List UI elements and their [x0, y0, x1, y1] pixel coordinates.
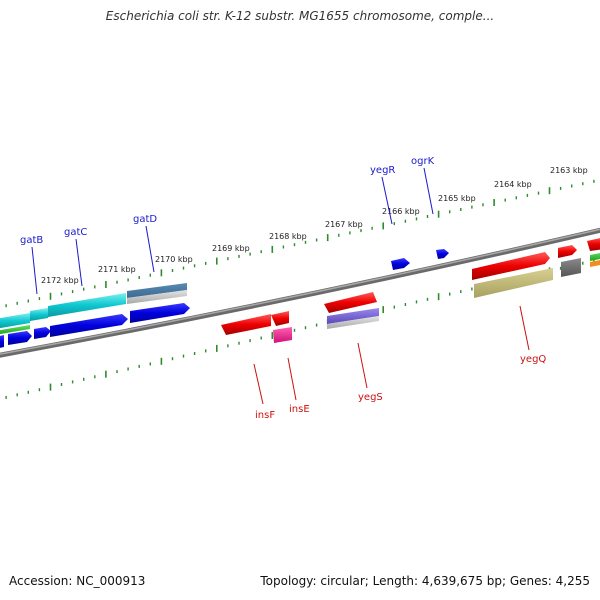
kbp-label: 2171 kbp — [98, 265, 136, 274]
feature-block[interactable] — [0, 313, 30, 329]
genome-stats-text: Topology: circular; Length: 4,639,675 bp… — [260, 574, 590, 588]
feature-block[interactable] — [327, 308, 379, 324]
gene-label-gatC[interactable]: gatC — [64, 227, 87, 238]
gene-label-yegQ[interactable]: yegQ — [520, 354, 546, 365]
gene-arrow[interactable] — [271, 311, 289, 326]
kbp-label: 2168 kbp — [269, 232, 307, 241]
gene-arrow-insF[interactable] — [221, 314, 271, 335]
gene-label-yegS[interactable]: yegS — [358, 392, 383, 403]
feature-block[interactable] — [590, 259, 600, 267]
forward-features — [0, 237, 600, 349]
gene-arrow[interactable] — [472, 252, 550, 280]
gene-label-yegR[interactable]: yegR — [370, 165, 395, 176]
kbp-label: 2164 kbp — [494, 180, 532, 189]
gene-arrow-yegS[interactable] — [324, 292, 377, 313]
accession-text: Accession: NC_000913 — [9, 574, 146, 588]
chromosome-backbone — [0, 227, 600, 358]
upper-scale — [5, 179, 595, 308]
feature-block[interactable] — [590, 252, 600, 261]
kbp-label: 2169 kbp — [212, 244, 250, 253]
feature-block[interactable] — [327, 316, 379, 329]
gene-arrow[interactable] — [558, 245, 577, 258]
gene-label-gatD[interactable]: gatD — [133, 214, 157, 225]
gene-arrow[interactable] — [34, 327, 51, 339]
feature-block[interactable] — [48, 293, 126, 317]
gene-arrow[interactable] — [8, 331, 32, 345]
gene-label-insE[interactable]: insE — [289, 404, 310, 415]
kbp-label: 2166 kbp — [382, 207, 420, 216]
kbp-label: 2167 kbp — [325, 220, 363, 229]
gene-arrow[interactable] — [0, 335, 4, 349]
feature-block[interactable] — [127, 290, 187, 304]
gene-arrow-gatD[interactable] — [130, 303, 190, 323]
feature-block[interactable] — [127, 283, 187, 298]
gene-arrow[interactable] — [587, 237, 600, 251]
feature-block[interactable] — [561, 258, 581, 277]
feature-block[interactable] — [474, 268, 553, 298]
gene-arrow-gatC[interactable] — [50, 314, 128, 337]
reverse-features — [221, 292, 379, 343]
gene-label-ogrK[interactable]: ogrK — [411, 156, 435, 167]
feature-block[interactable] — [30, 308, 48, 321]
gene-arrow-yegR[interactable] — [391, 258, 410, 270]
gene-arrow-ogrK[interactable] — [436, 249, 449, 259]
gene-label-insF[interactable]: insF — [255, 410, 275, 421]
label-leaders — [31, 167, 530, 405]
gene-arrow-insE[interactable] — [273, 327, 292, 343]
kbp-label: 2172 kbp — [41, 276, 79, 285]
kbp-label: 2165 kbp — [438, 194, 476, 203]
kbp-label: 2170 kbp — [155, 255, 193, 264]
map-title: Escherichia coli str. K-12 substr. MG165… — [105, 9, 495, 23]
feature-block[interactable] — [0, 325, 30, 335]
chromosome-backbone-highlight — [0, 228, 600, 355]
kbp-label: 2163 kbp — [550, 166, 588, 175]
gene-label-gatB[interactable]: gatB — [20, 235, 43, 246]
